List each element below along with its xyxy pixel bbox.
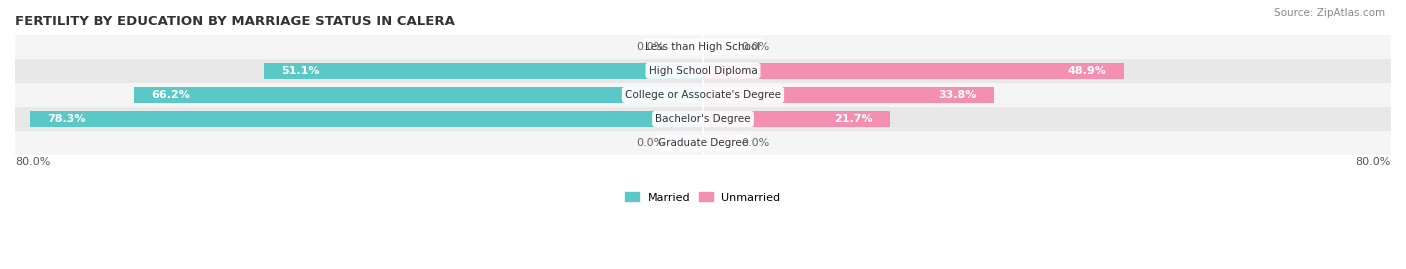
Text: 0.0%: 0.0% — [636, 138, 664, 148]
Bar — [703, 111, 890, 127]
Bar — [669, 39, 703, 54]
Bar — [15, 59, 1391, 83]
Bar — [30, 111, 703, 127]
Text: 48.9%: 48.9% — [1067, 66, 1107, 76]
Legend: Married, Unmarried: Married, Unmarried — [626, 192, 780, 203]
Text: 21.7%: 21.7% — [834, 114, 872, 124]
Bar — [134, 87, 703, 103]
Text: Bachelor's Degree: Bachelor's Degree — [655, 114, 751, 124]
Text: 66.2%: 66.2% — [150, 90, 190, 100]
Text: 0.0%: 0.0% — [742, 42, 770, 52]
Text: FERTILITY BY EDUCATION BY MARRIAGE STATUS IN CALERA: FERTILITY BY EDUCATION BY MARRIAGE STATU… — [15, 15, 456, 28]
Bar — [263, 63, 703, 79]
Text: 80.0%: 80.0% — [1355, 157, 1391, 167]
Bar — [669, 135, 703, 151]
Text: High School Diploma: High School Diploma — [648, 66, 758, 76]
Text: Graduate Degree: Graduate Degree — [658, 138, 748, 148]
Bar — [703, 87, 994, 103]
Text: 0.0%: 0.0% — [636, 42, 664, 52]
Text: Source: ZipAtlas.com: Source: ZipAtlas.com — [1274, 8, 1385, 18]
Text: 33.8%: 33.8% — [938, 90, 977, 100]
Text: College or Associate's Degree: College or Associate's Degree — [626, 90, 780, 100]
Bar — [15, 107, 1391, 131]
Bar — [15, 131, 1391, 155]
Text: 78.3%: 78.3% — [46, 114, 86, 124]
Bar — [703, 63, 1123, 79]
Text: 51.1%: 51.1% — [281, 66, 319, 76]
Bar — [15, 83, 1391, 107]
Text: Less than High School: Less than High School — [645, 42, 761, 52]
Text: 0.0%: 0.0% — [742, 138, 770, 148]
Bar — [15, 34, 1391, 59]
Bar — [703, 135, 737, 151]
Text: 80.0%: 80.0% — [15, 157, 51, 167]
Bar — [703, 39, 737, 54]
